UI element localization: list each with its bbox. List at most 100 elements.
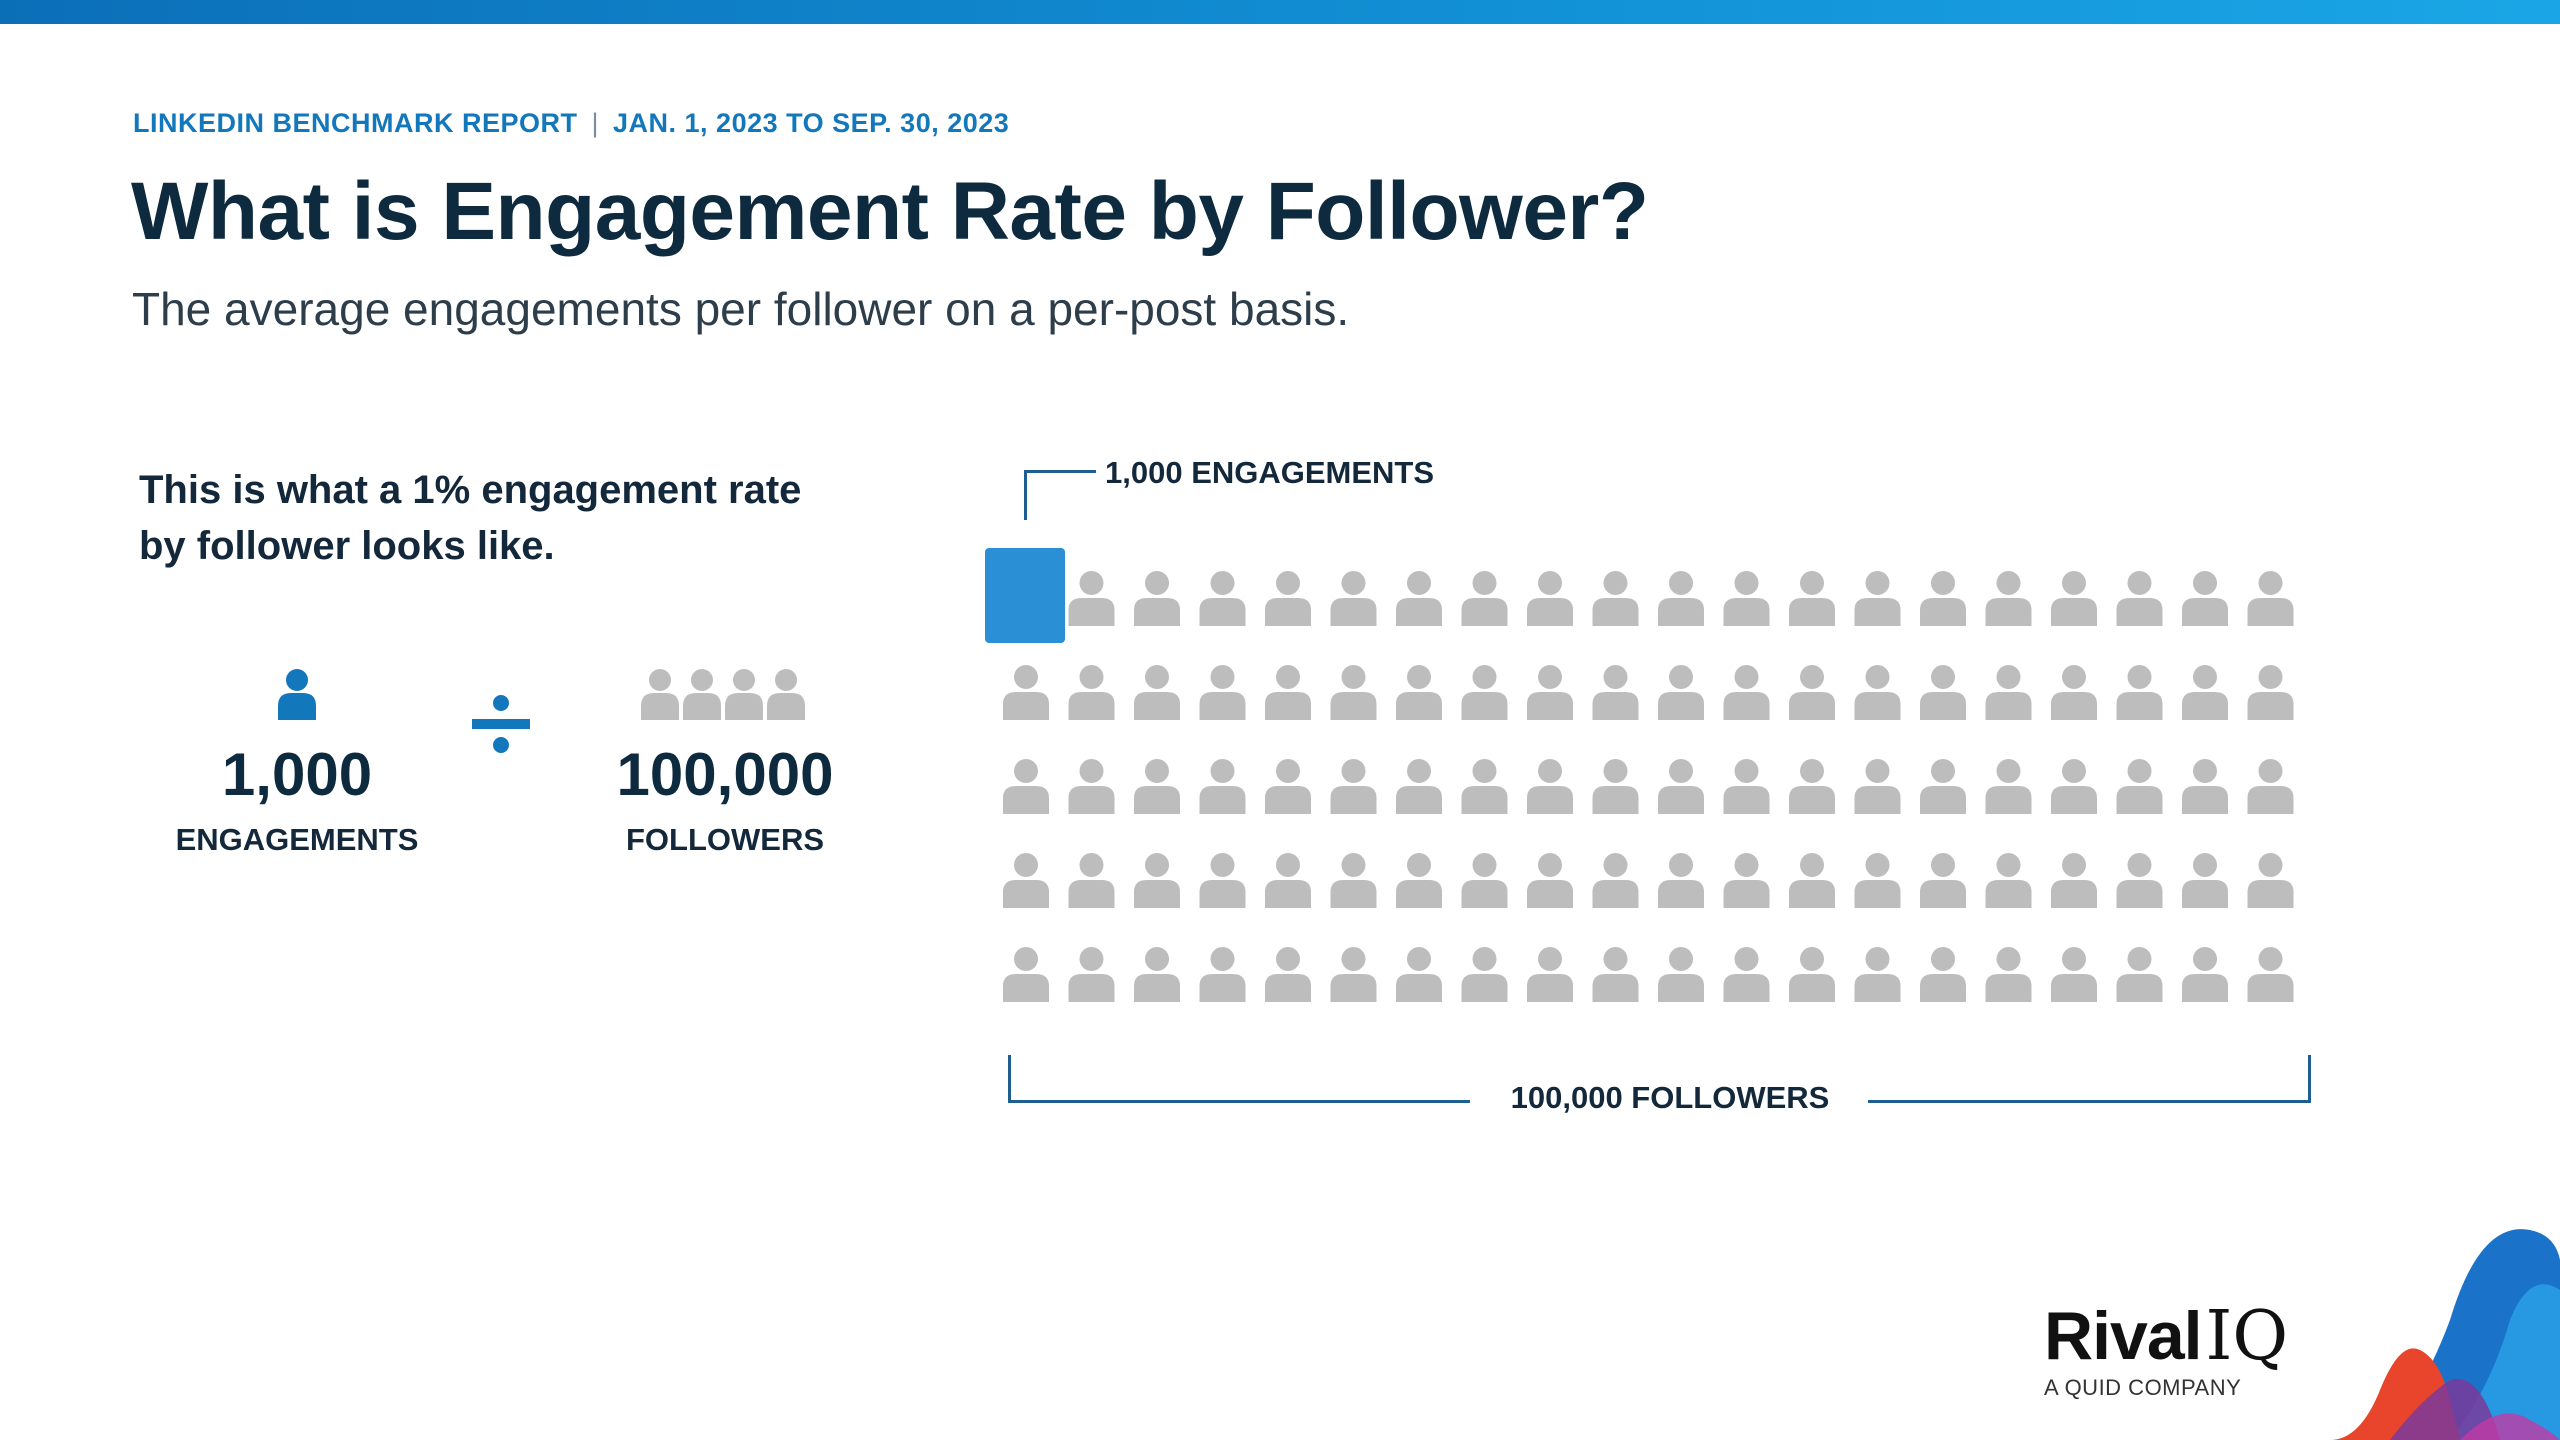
follower-person-icon [1330,759,1377,814]
follower-person-icon [1461,571,1508,626]
follower-person-icon [2182,759,2228,814]
follower-person-icon [2051,665,2097,720]
follower-person-icon [1527,947,1573,1002]
follower-person-icon [1920,759,1966,814]
follower-person-icon [1199,853,1246,908]
page-title: What is Engagement Rate by Follower? [131,166,1649,257]
follower-person-icon [1527,665,1573,720]
follower-person-icon [1723,665,1770,720]
divide-icon [472,695,530,753]
follower-person-icon [2116,853,2163,908]
follower-person-icon [2116,665,2163,720]
follower-person-icon [1461,665,1508,720]
logo-wordmark: RivalIQ [2044,1300,2288,1373]
follower-person-icon [1265,665,1311,720]
follower-person-icon [1461,947,1508,1002]
followers-label: FOLLOWERS [625,822,825,857]
follower-person-icon [1134,853,1180,908]
follower-person-icon [1723,571,1770,626]
followers-bracket-right [2308,1055,2311,1103]
follower-person-icon [1789,947,1835,1002]
follower-person-icon [1330,947,1377,1002]
follower-person-icon [1592,665,1639,720]
follower-person-icon [1789,853,1835,908]
engagements-value: 1,000 [221,741,373,808]
follower-person-icon [1265,947,1311,1002]
follower-person-icon [1723,759,1770,814]
follower-person-icon [1854,759,1901,814]
follower-person-icon [2051,853,2097,908]
followers-value: 100,000 [616,741,834,808]
follower-person-icon [2247,571,2294,626]
decorative-wave-art [2330,1229,2560,1440]
follower-person-icon [1330,665,1377,720]
follower-person-icon [1265,571,1311,626]
highlighted-engagement-block [985,548,1065,643]
follower-person-icon [1396,665,1442,720]
engagements-stat: 1,000 ENGAGEMENTS [157,742,437,858]
rival-iq-logo: RivalIQ A QUID COMPANY [2044,1300,2288,1401]
follower-person-icon [1789,759,1835,814]
engagements-callout-label: 1,000 ENGAGEMENTS [1105,455,1435,490]
follower-person-icon [1985,759,2032,814]
kicker-separator: | [591,108,600,138]
follower-person-icon [1527,571,1573,626]
follower-person-icon [1330,853,1377,908]
follower-person-icon [2247,665,2294,720]
follower-person-icon [1985,571,2032,626]
follower-person-icon [1592,853,1639,908]
follower-person-icon [1265,853,1311,908]
follower-person-icon [1592,571,1639,626]
page-subtitle: The average engagements per follower on … [132,283,1350,335]
follower-person-icon [1985,947,2032,1002]
follower-person-icon [1003,759,1049,814]
follower-person-icon [1003,665,1049,720]
engagement-bracket-vertical [1024,470,1027,520]
follower-person-icon [1854,571,1901,626]
follower-person-icon [1265,759,1311,814]
follower-person-icon [2051,759,2097,814]
follower-person-icon [2182,947,2228,1002]
follower-person-icon [1920,571,1966,626]
followers-bracket-left-line [1008,1100,1470,1103]
engagement-bracket-horizontal [1024,470,1096,473]
logo-name-light: IQ [2205,1297,2289,1376]
follower-person-icon [2116,759,2163,814]
follower-person-icon [1985,665,2032,720]
follower-person-icon [1396,571,1442,626]
follower-person-icon [1920,947,1966,1002]
follower-person-icon [1658,759,1704,814]
follower-person-icon [1658,947,1704,1002]
follower-person-icon [1592,759,1639,814]
follower-person-icon [1920,853,1966,908]
follower-person-icon [1461,853,1508,908]
follower-person-icon [1985,853,2032,908]
top-accent-bar [0,0,2560,24]
followers-bracket-left [1008,1055,1011,1103]
follower-person-icon [1723,947,1770,1002]
report-name: LINKEDIN BENCHMARK REPORT [133,108,578,138]
follower-person-icon [1330,571,1377,626]
follower-person-icon [1134,947,1180,1002]
follower-person-icon [1789,571,1835,626]
follower-person-icon [1134,571,1180,626]
follower-person-icon [2116,947,2163,1002]
follower-person-icon [1396,759,1442,814]
follower-person-icon [1068,665,1115,720]
person-icon [278,669,316,720]
report-kicker: LINKEDIN BENCHMARK REPORT | JAN. 1, 2023 T… [133,108,1009,139]
follower-person-icon [2182,665,2228,720]
follower-person-icon [1199,947,1246,1002]
follower-person-icon [1396,853,1442,908]
follower-person-icon [1461,759,1508,814]
follower-person-icon [1068,947,1115,1002]
follower-person-icon [2116,571,2163,626]
follower-person-icon [2247,947,2294,1002]
follower-person-icon [1658,665,1704,720]
followers-stat: 100,000 FOLLOWERS [585,742,865,858]
follower-person-icon [1658,571,1704,626]
follower-person-icon [1068,853,1115,908]
follower-person-icon [1199,571,1246,626]
follower-person-icon [1068,571,1115,626]
